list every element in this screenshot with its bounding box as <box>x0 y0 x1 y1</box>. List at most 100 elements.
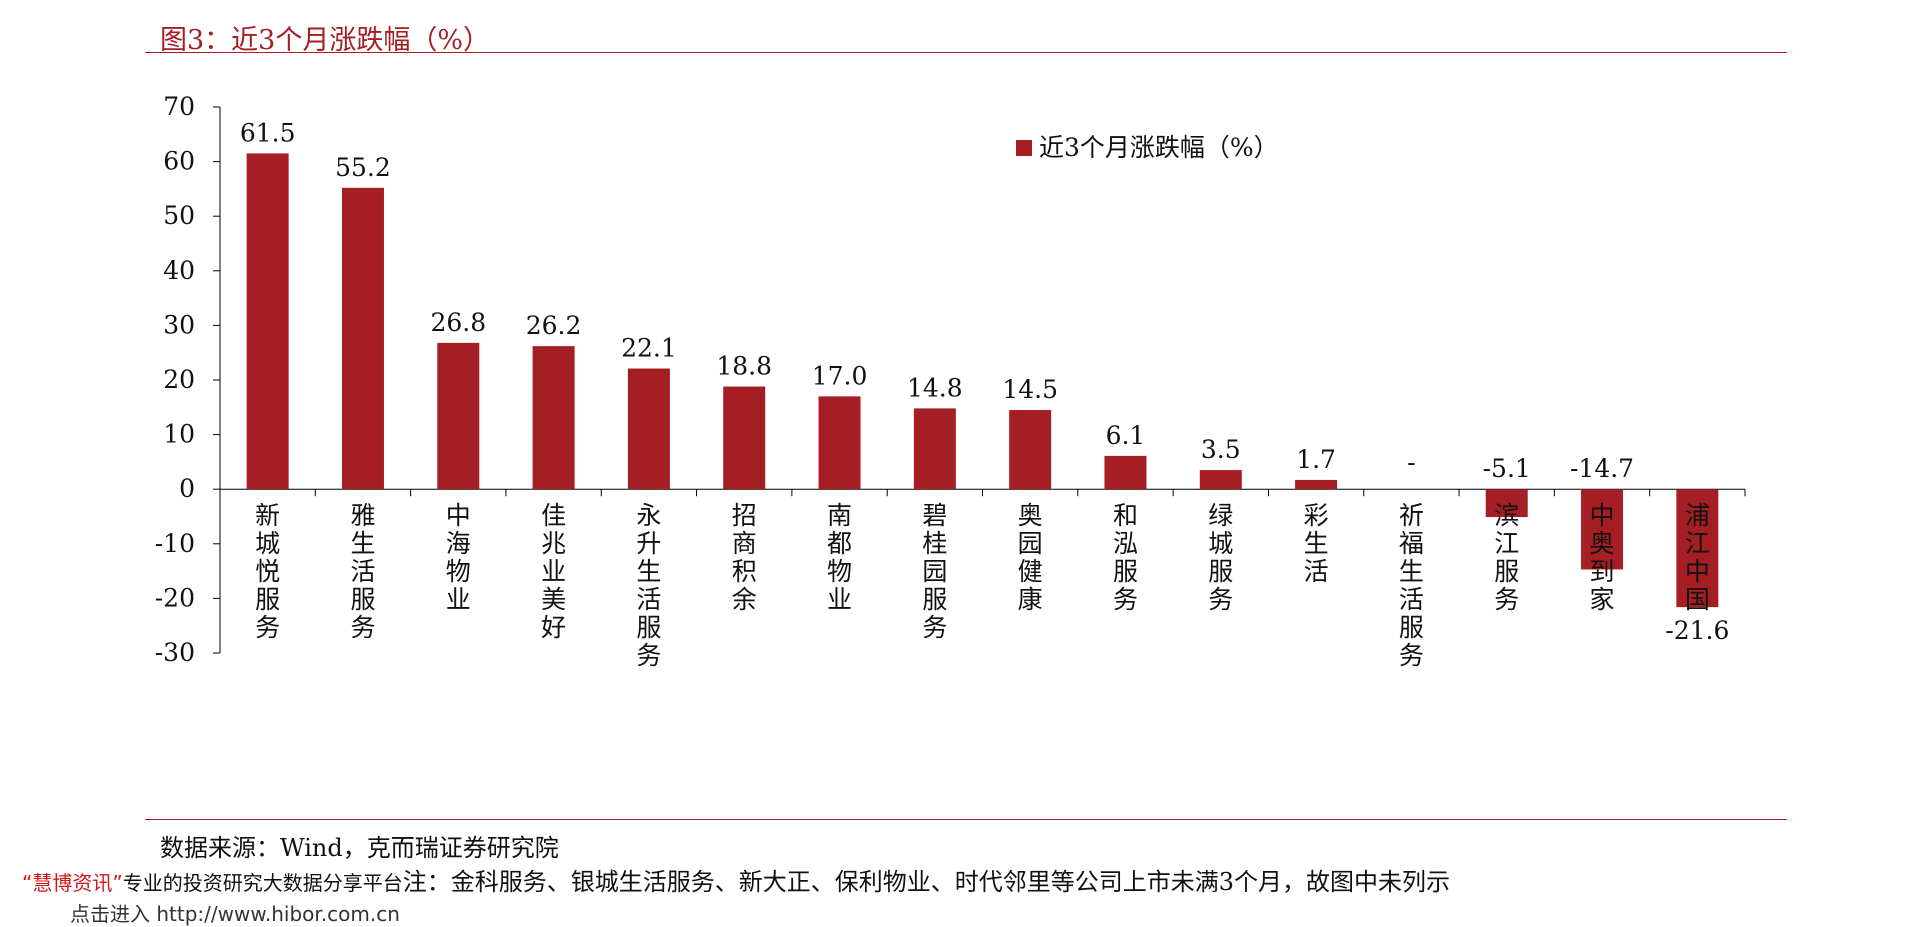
x-tick-label-char: 兆 <box>541 529 566 558</box>
x-tick-label: 浦江中国 <box>1685 501 1710 614</box>
x-tick-label: 新城悦服务 <box>255 501 280 642</box>
y-tick-label: 40 <box>163 256 195 285</box>
x-tick-label: 碧桂园服务 <box>922 501 947 642</box>
x-tick-label-char: 物 <box>446 557 471 586</box>
x-tick-label-char: 江 <box>1685 529 1710 558</box>
x-tick-label-char: 奥 <box>1590 529 1615 558</box>
x-tick-label-char: 活 <box>1399 585 1424 614</box>
source-divider <box>145 819 1787 820</box>
x-tick-label-char: 中 <box>446 501 471 530</box>
x-tick-label-char: 雅 <box>350 501 375 530</box>
x-tick-label-char: 美 <box>541 585 566 614</box>
footer-link-text[interactable]: 点击进入 http://www.hibor.com.cn <box>70 902 400 926</box>
x-tick-label-char: 中 <box>1590 501 1615 530</box>
bar-chart: 706050403020100-10-20-3061.5新城悦服务55.2雅生活… <box>155 92 1746 670</box>
x-tick-label-char: 积 <box>732 557 757 586</box>
x-tick-label-char: 彩 <box>1304 501 1329 530</box>
x-tick-label-char: 活 <box>1304 557 1329 586</box>
y-tick-label: 30 <box>163 310 195 339</box>
x-tick-label-char: 祈 <box>1399 501 1424 530</box>
data-label: 6.1 <box>1106 421 1146 450</box>
x-tick-label-char: 招 <box>732 501 757 530</box>
x-tick-label-char: 务 <box>1113 585 1138 614</box>
x-tick-label-char: 园 <box>922 557 947 586</box>
x-tick-label: 雅生活服务 <box>350 501 375 642</box>
bar <box>1581 489 1624 570</box>
x-tick-label-char: 生 <box>350 529 375 558</box>
x-tick-label-char: 健 <box>1018 557 1043 586</box>
x-tick-label-char: 桂 <box>922 529 947 558</box>
title-divider <box>145 52 1787 53</box>
data-label: 18.8 <box>716 352 772 381</box>
legend-swatch <box>1016 140 1032 156</box>
x-tick-label-char: 和 <box>1113 501 1138 530</box>
data-label: 17.0 <box>812 361 868 390</box>
bar <box>913 408 956 490</box>
x-tick-label-char: 绿 <box>1208 501 1233 530</box>
bar <box>532 346 575 490</box>
x-tick-label-char: 务 <box>350 613 375 642</box>
x-tick-label-char: 生 <box>1304 529 1329 558</box>
data-label: - <box>1407 448 1415 477</box>
x-tick-label-char: 奥 <box>1018 501 1043 530</box>
y-tick-label: 20 <box>163 365 195 394</box>
x-tick-label-char: 永 <box>636 501 661 530</box>
x-tick-label-char: 江 <box>1494 529 1519 558</box>
x-tick-label-char: 海 <box>446 529 471 558</box>
x-tick-label: 和泓服务 <box>1113 501 1138 614</box>
x-tick-label-char: 都 <box>827 529 852 558</box>
y-tick-label: 50 <box>163 201 195 230</box>
x-tick-label: 彩生活 <box>1304 501 1329 586</box>
x-tick-label-char: 家 <box>1590 585 1615 614</box>
x-tick-label-char: 服 <box>922 585 947 614</box>
x-tick-label-char: 到 <box>1590 557 1615 586</box>
x-tick-label-char: 业 <box>446 585 471 614</box>
y-tick-label: -10 <box>155 529 195 558</box>
x-tick-label-char: 务 <box>255 613 280 642</box>
x-tick-label-char: 滨 <box>1494 501 1519 530</box>
data-label: 14.5 <box>1002 375 1058 404</box>
x-tick-label-char: 服 <box>1208 557 1233 586</box>
bar <box>246 153 289 490</box>
bar <box>1104 455 1147 490</box>
x-tick-label-char: 物 <box>827 557 852 586</box>
x-tick-label-char: 泓 <box>1113 529 1138 558</box>
y-tick-label: -20 <box>155 583 195 612</box>
x-tick-label-char: 业 <box>541 557 566 586</box>
y-tick-label: 0 <box>179 474 195 503</box>
x-tick-label: 中海物业 <box>446 501 471 614</box>
data-label: 26.2 <box>526 311 582 340</box>
bar <box>341 187 384 490</box>
data-label: 3.5 <box>1201 435 1241 464</box>
x-tick-label-char: 务 <box>636 641 661 670</box>
x-tick-label-char: 生 <box>636 557 661 586</box>
x-tick-label-char: 服 <box>350 585 375 614</box>
x-tick-label-char: 务 <box>1494 585 1519 614</box>
bar <box>627 368 670 490</box>
x-tick-label-char: 好 <box>541 613 566 642</box>
x-tick-label-char: 浦 <box>1685 501 1710 530</box>
data-label: -5.1 <box>1483 454 1531 483</box>
x-tick-label-char: 新 <box>255 501 280 530</box>
bar <box>1676 489 1719 608</box>
legend-label: 近3个月涨跌幅（%） <box>1039 133 1279 162</box>
x-tick-label-char: 活 <box>636 585 661 614</box>
data-label: -21.6 <box>1665 616 1729 645</box>
data-label: 22.1 <box>621 334 677 363</box>
x-tick-label-char: 中 <box>1685 557 1710 586</box>
x-tick-label: 佳兆业美好 <box>541 501 566 642</box>
footer-note: 注：金科服务、银城生活服务、新大正、保利物业、时代邻里等公司上市未满3个月，故图… <box>402 868 1451 896</box>
x-tick-label-char: 福 <box>1399 529 1424 558</box>
source-text: 数据来源：Wind，克而瑞证券研究院 <box>160 834 559 862</box>
x-tick-label: 滨江服务 <box>1494 501 1519 614</box>
bar <box>818 396 861 490</box>
chart-title: 图3：近3个月涨跌幅（%） <box>160 25 491 56</box>
x-tick-label-char: 务 <box>1399 641 1424 670</box>
x-tick-label-char: 升 <box>636 529 661 558</box>
bar <box>1295 479 1338 490</box>
x-tick-label: 绿城服务 <box>1208 501 1233 614</box>
overlay-text: 专业的投资研究大数据分享平台 <box>122 871 403 895</box>
y-tick-label: 70 <box>163 92 195 121</box>
x-tick-label-char: 余 <box>732 585 757 614</box>
x-tick-label-char: 南 <box>827 501 852 530</box>
